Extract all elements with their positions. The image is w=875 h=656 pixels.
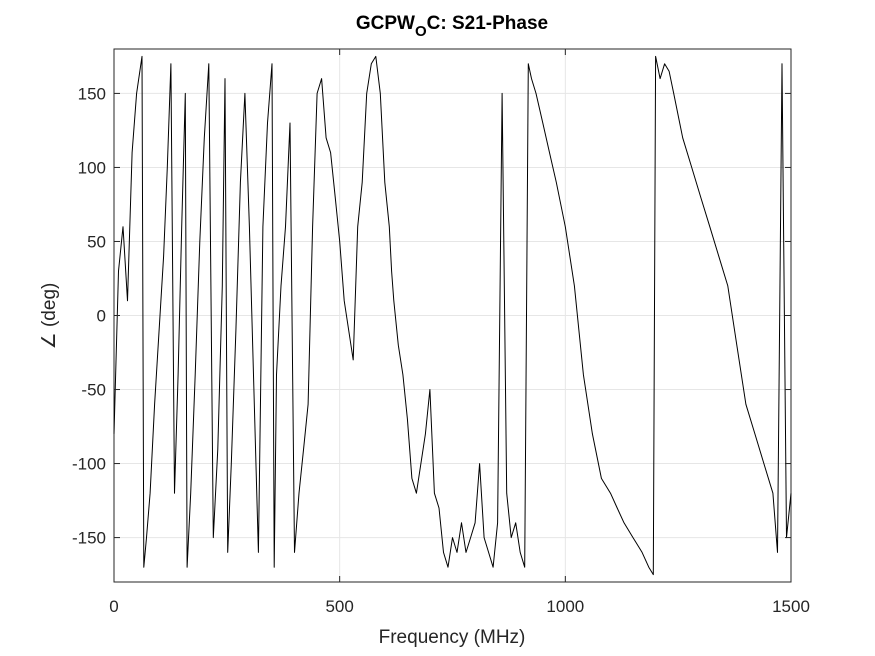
x-tick-label: 0 — [109, 597, 118, 616]
chart-title: GCPWOC: S21-Phase — [356, 13, 548, 40]
series-line — [113, 55, 792, 576]
y-axis-label: ∠ (deg) — [39, 283, 60, 350]
x-axis: 0 500 1000 1500 — [109, 49, 810, 616]
x-tick-label: 500 — [325, 597, 353, 616]
y-axis: -150 -100 -50 0 50 100 150 — [72, 84, 791, 548]
x-axis-label: Frequency (MHz) — [379, 627, 526, 648]
x-tick-label: 1500 — [772, 597, 810, 616]
x-tick-label: 1000 — [546, 597, 584, 616]
y-tick-label: -150 — [72, 529, 106, 548]
y-tick-label: -100 — [72, 455, 106, 474]
y-tick-label: 0 — [97, 307, 106, 326]
y-tick-label: 150 — [78, 84, 106, 103]
y-tick-label: 50 — [87, 232, 106, 251]
y-tick-label: 100 — [78, 158, 106, 177]
y-tick-label: -50 — [81, 381, 106, 400]
